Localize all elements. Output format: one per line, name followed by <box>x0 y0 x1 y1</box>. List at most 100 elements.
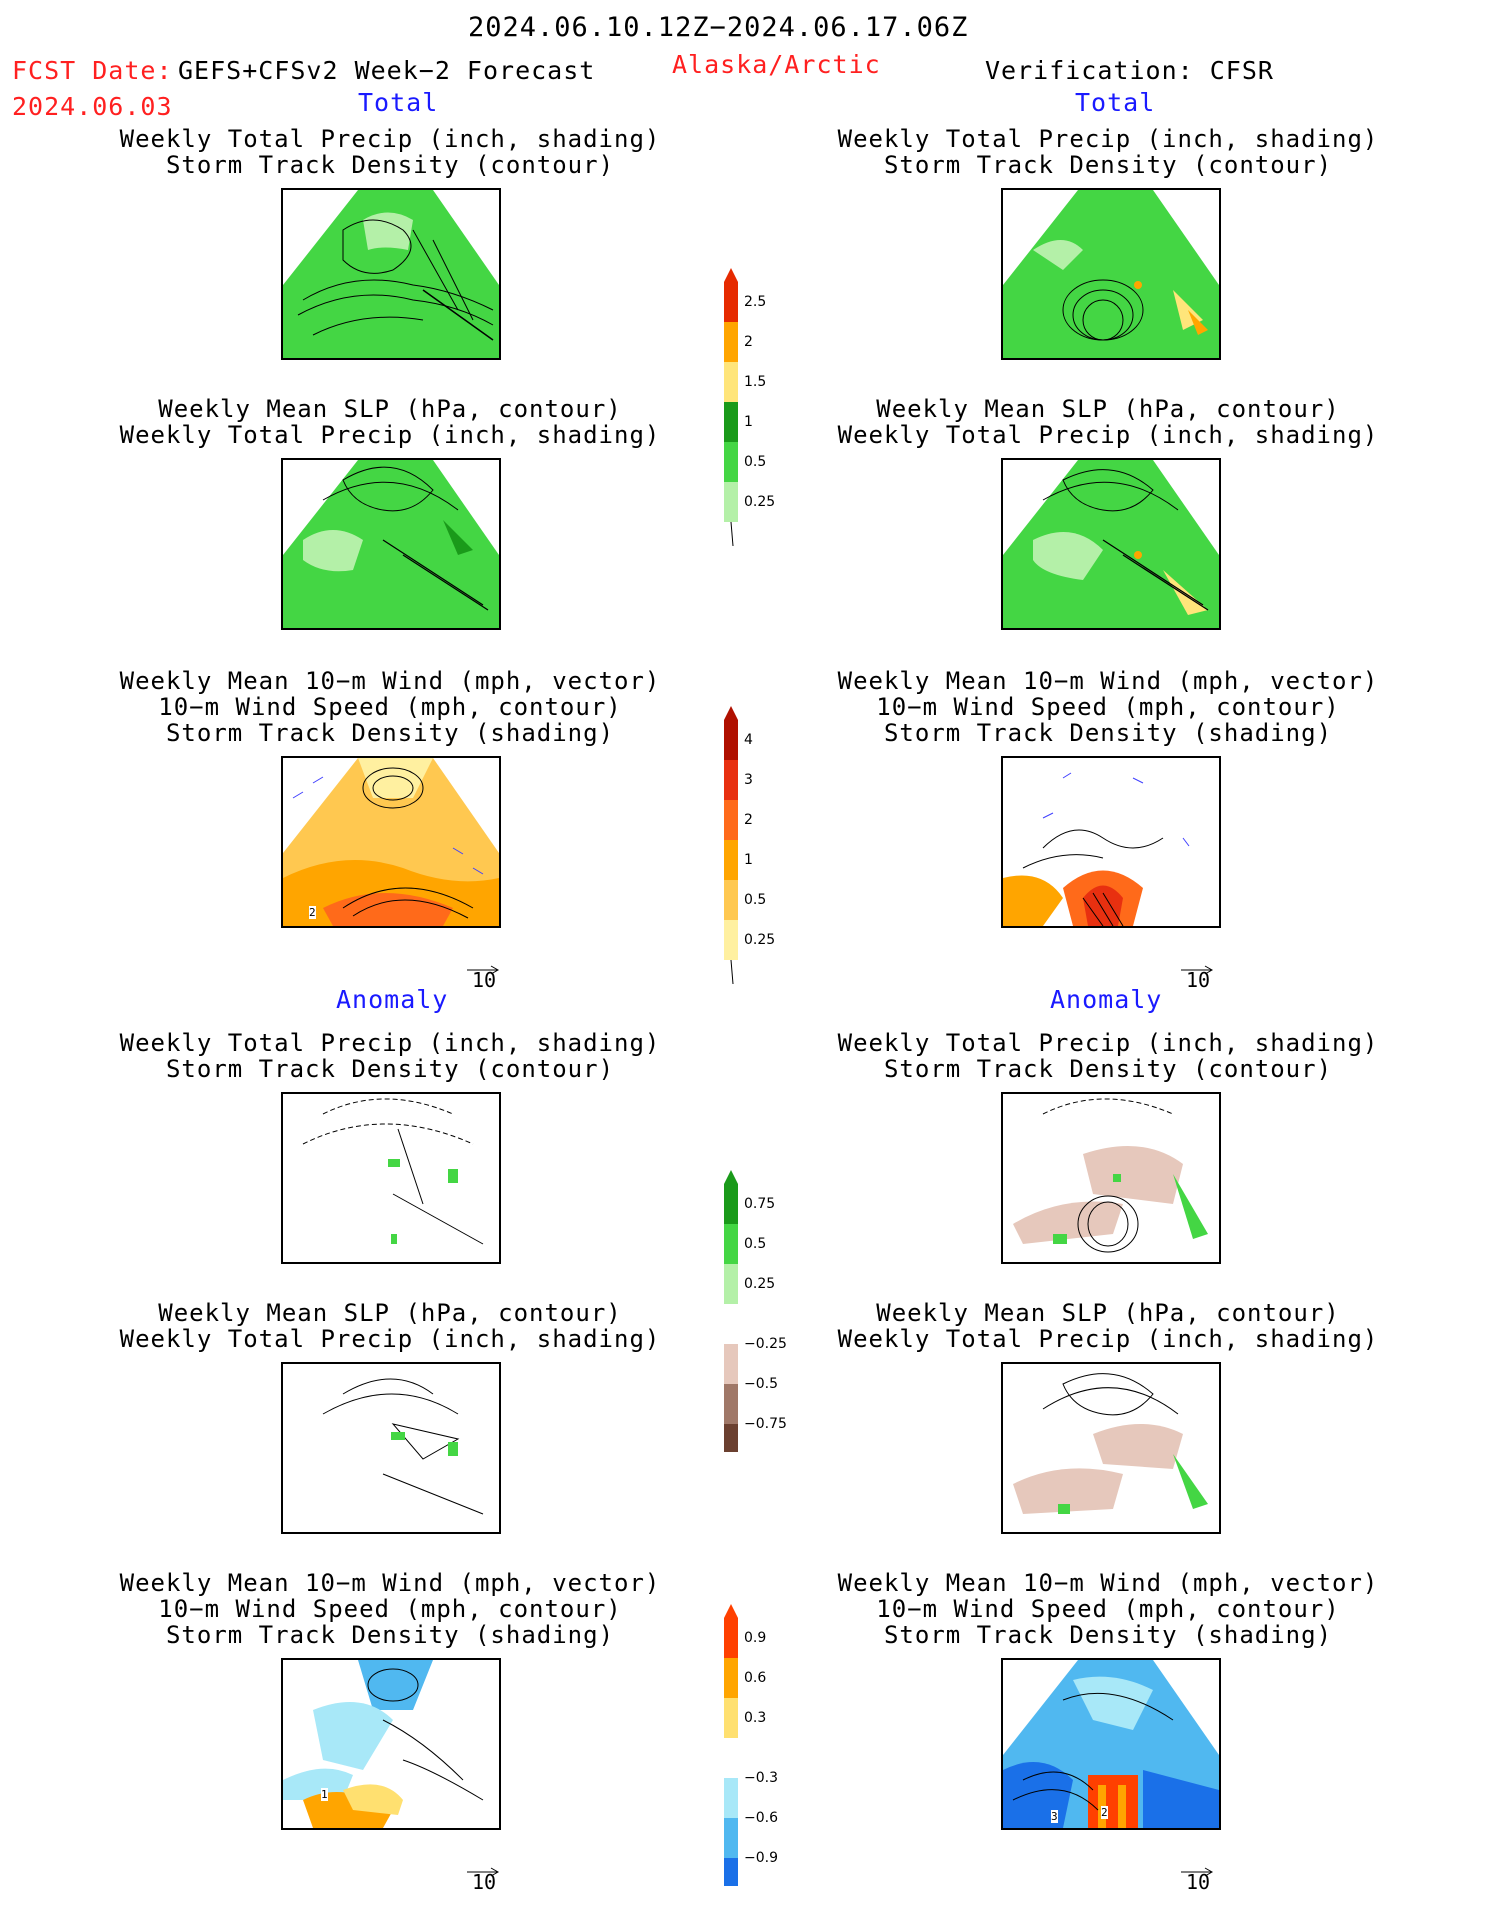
title-line: Weekly Mean 10−m Wind (mph, vector) <box>119 1569 661 1597</box>
colorbar-segment <box>724 1658 738 1698</box>
contour-label: 3 <box>1051 1810 1058 1823</box>
title-line: Weekly Mean 10−m Wind (mph, vector) <box>837 1569 1379 1597</box>
map-wind-track-right-anom: 3 2 <box>1001 1658 1221 1830</box>
colorbar-tick-label: 1.5 <box>744 374 767 390</box>
colorbar-tick-label: 0.25 <box>744 932 776 948</box>
colorbar-tick-label: 0.5 <box>744 1236 767 1252</box>
colorbar-track-anom: 0.9 0.6 0.3 −0.3 −0.6 −0.9 <box>724 1604 794 1886</box>
colorbar-tick-label: −0.75 <box>744 1416 787 1432</box>
colorbar-tick-label: 1 <box>744 414 753 430</box>
title-line: Storm Track Density (contour) <box>883 151 1333 179</box>
title-line: Weekly Mean SLP (hPa, contour) <box>876 395 1340 423</box>
colorbar-segment <box>724 1858 738 1886</box>
colorbar-top-arrow <box>724 1170 738 1184</box>
title-line: Weekly Total Precip (inch, shading) <box>119 1029 661 1057</box>
colorbar-segment <box>724 1618 738 1658</box>
title-line: 10−m Wind Speed (mph, contour) <box>876 693 1340 721</box>
title-line: Storm Track Density (shading) <box>883 719 1333 747</box>
vector-ref-right-anom: 10 <box>1178 1858 1218 1894</box>
title-precip-track-left-total: Weekly Total Precip (inch, shading) Stor… <box>90 126 690 178</box>
colorbar-segment <box>724 1344 738 1384</box>
colorbar-tick-label: −0.9 <box>744 1850 778 1866</box>
colorbar-tick-label: 2 <box>744 812 753 828</box>
colorbar-segment <box>724 1224 738 1264</box>
colorbar-tick-label: 0.25 <box>744 494 776 510</box>
vector-ref-right-total: 10 <box>1178 956 1218 992</box>
colorbar-tick-label: 0.5 <box>744 892 767 908</box>
vector-ref-left-total: 10 <box>464 956 504 992</box>
colorbar-tick-label: 1 <box>744 852 753 868</box>
title-line: 10−m Wind Speed (mph, contour) <box>158 693 622 721</box>
colorbar-bottom-arrow <box>730 521 734 547</box>
map-precip-track-left-total <box>281 188 501 360</box>
fcst-model: GEFS+CFSv2 Week−2 Forecast <box>178 56 596 85</box>
arrow-icon <box>1178 1858 1218 1877</box>
vector-ref-label: 10 <box>1185 968 1211 992</box>
colorbar-graphic <box>724 268 738 547</box>
title-line: Weekly Mean 10−m Wind (mph, vector) <box>119 667 661 695</box>
colorbar-track-total: 4 3 2 1 0.5 0.25 <box>724 706 794 988</box>
colorbar-segment <box>724 840 738 880</box>
colorbar-tick-label: −0.25 <box>744 1336 787 1352</box>
colorbar-top-arrow <box>724 1604 738 1618</box>
colorbar-tick-label: 2 <box>744 334 753 350</box>
title-slp-precip-left-total: Weekly Mean SLP (hPa, contour) Weekly To… <box>90 396 690 448</box>
title-wind-track-right-total: Weekly Mean 10−m Wind (mph, vector) 10−m… <box>808 668 1408 746</box>
title-wind-track-right-anom: Weekly Mean 10−m Wind (mph, vector) 10−m… <box>808 1570 1408 1648</box>
map-wind-track-right-total <box>1001 756 1221 928</box>
title-slp-precip-right-total: Weekly Mean SLP (hPa, contour) Weekly To… <box>808 396 1408 448</box>
title-wind-track-left-anom: Weekly Mean 10−m Wind (mph, vector) 10−m… <box>90 1570 690 1648</box>
fcst-date: 2024.06.03 <box>12 92 173 121</box>
colorbar-precip-total: 2.5 2 1.5 1 0.5 0.25 <box>724 268 794 550</box>
title-line: Weekly Total Precip (inch, shading) <box>119 125 661 153</box>
title-line: Weekly Total Precip (inch, shading) <box>119 1325 661 1353</box>
colorbar-tick-label: −0.3 <box>744 1770 778 1786</box>
title-wind-track-left-total: Weekly Mean 10−m Wind (mph, vector) 10−m… <box>90 668 690 746</box>
colorbar-segment <box>724 1698 738 1738</box>
colorbar-graphic <box>724 1604 738 1886</box>
title-line: Weekly Mean SLP (hPa, contour) <box>876 1299 1340 1327</box>
colorbar-segment <box>724 880 738 920</box>
map-precip-track-right-anom <box>1001 1092 1221 1264</box>
title-line: Storm Track Density (shading) <box>883 1621 1333 1649</box>
contour-label: 2 <box>1101 1806 1108 1819</box>
title-line: Storm Track Density (contour) <box>883 1055 1333 1083</box>
title-line: 10−m Wind Speed (mph, contour) <box>876 1595 1340 1623</box>
colorbar-tick-label: 3 <box>744 772 753 788</box>
vector-ref-label: 10 <box>471 1870 497 1894</box>
colorbar-bottom-arrow <box>730 959 734 985</box>
colorbar-precip-anom: 0.75 0.5 0.25 −0.25 −0.5 −0.75 <box>724 1170 794 1452</box>
colorbar-tick-label: −0.5 <box>744 1376 778 1392</box>
colorbar-segment <box>724 402 738 442</box>
title-line: Weekly Total Precip (inch, shading) <box>837 1029 1379 1057</box>
colorbar-segment <box>724 1818 738 1858</box>
right-anomaly-label: Anomaly <box>1050 985 1163 1014</box>
title-line: Storm Track Density (contour) <box>165 1055 615 1083</box>
map-slp-precip-left-total <box>281 458 501 630</box>
title-line: Weekly Total Precip (inch, shading) <box>837 125 1379 153</box>
colorbar-segment <box>724 1778 738 1818</box>
title-slp-precip-right-anom: Weekly Mean SLP (hPa, contour) Weekly To… <box>808 1300 1408 1352</box>
title-line: Weekly Total Precip (inch, shading) <box>837 421 1379 449</box>
map-slp-precip-right-total <box>1001 458 1221 630</box>
colorbar-top-arrow <box>724 706 738 720</box>
colorbar-tick-label: 0.75 <box>744 1196 776 1212</box>
colorbar-segment <box>724 1384 738 1424</box>
colorbar-graphic <box>724 1170 738 1452</box>
colorbar-graphic <box>724 706 738 985</box>
colorbar-segment <box>724 1184 738 1224</box>
left-anomaly-label: Anomaly <box>336 985 449 1014</box>
colorbar-tick-label: 0.3 <box>744 1710 767 1726</box>
map-precip-track-right-total <box>1001 188 1221 360</box>
title-line: Storm Track Density (shading) <box>165 719 615 747</box>
arrow-icon <box>1178 956 1218 975</box>
colorbar-tick-label: 0.5 <box>744 454 767 470</box>
colorbar-tick-label: 4 <box>744 732 753 748</box>
fcst-label: FCST Date: <box>12 56 173 85</box>
vector-ref-label: 10 <box>471 968 497 992</box>
colorbar-segment <box>724 1264 738 1304</box>
title-line: Weekly Mean SLP (hPa, contour) <box>158 395 622 423</box>
date-range: 2024.06.10.12Z−2024.06.17.06Z <box>468 12 969 43</box>
colorbar-segment <box>724 760 738 800</box>
map-precip-track-left-anom <box>281 1092 501 1264</box>
